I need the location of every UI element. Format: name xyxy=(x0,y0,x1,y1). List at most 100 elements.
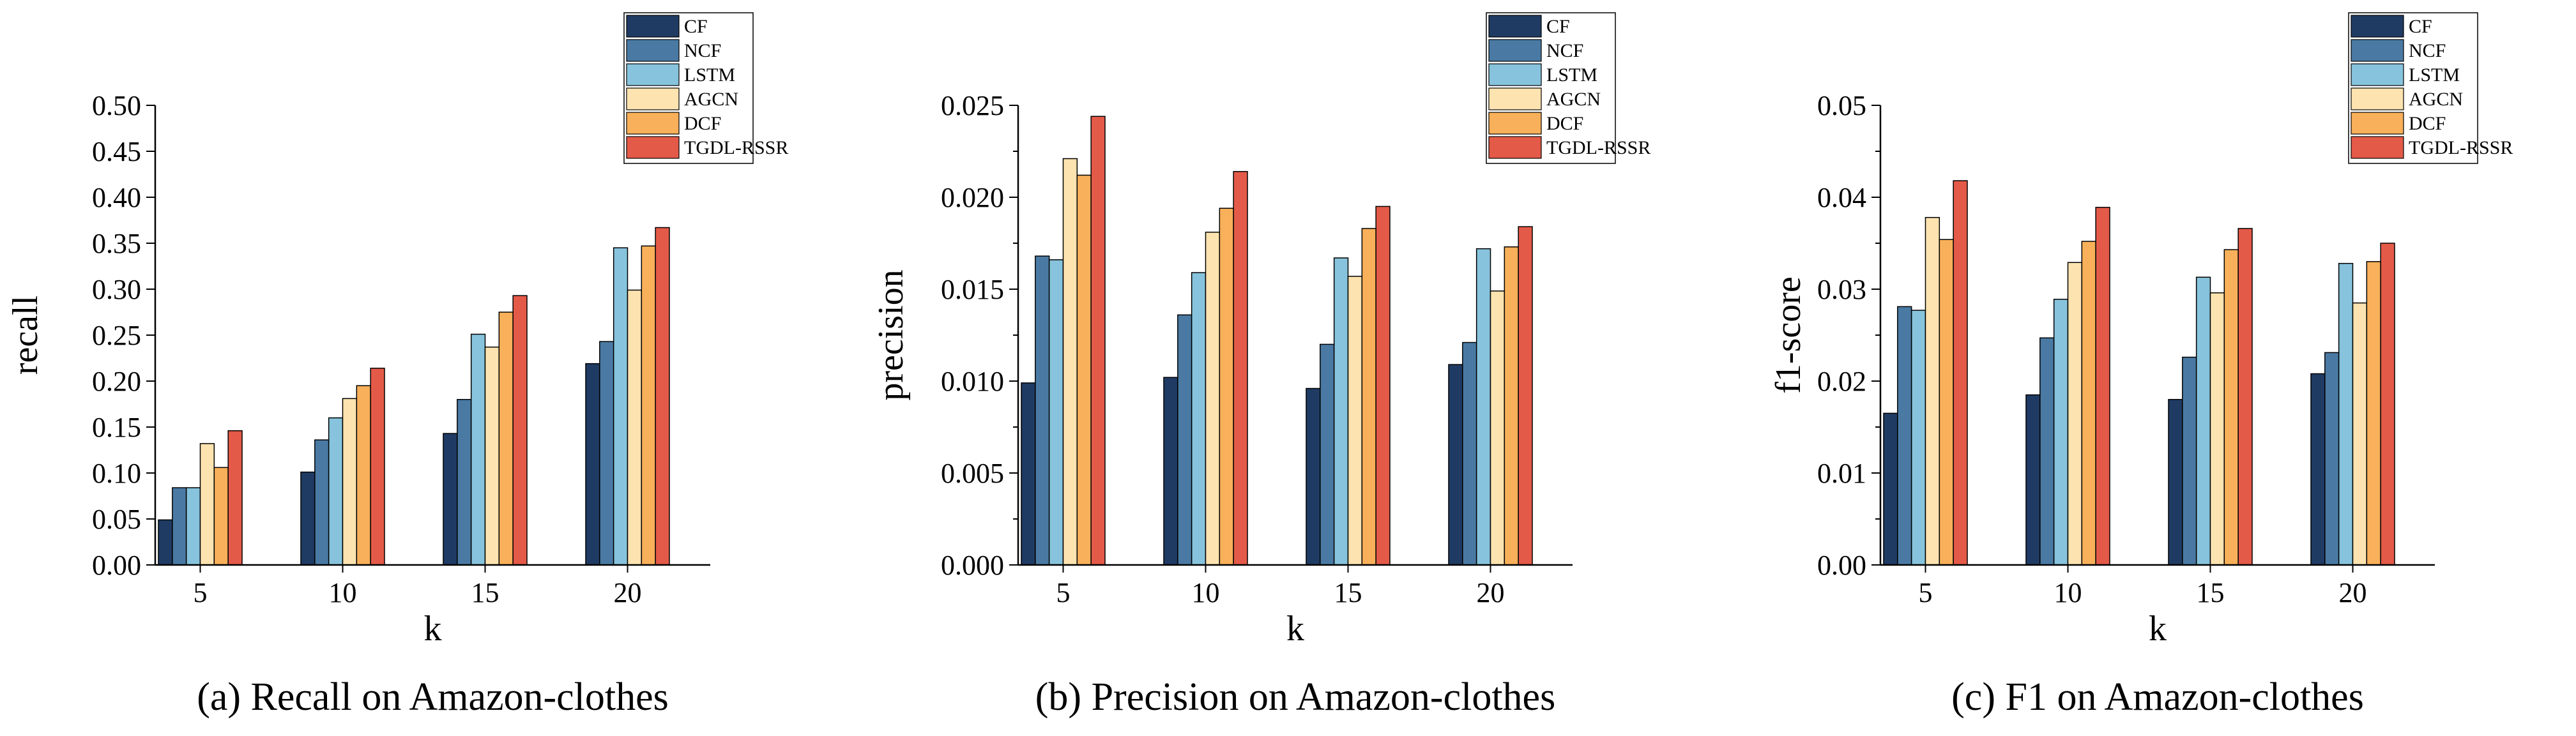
legend-label-cf: CF xyxy=(684,16,708,37)
y-tick-label: 0.000 xyxy=(941,550,1004,581)
y-tick-label: 0.50 xyxy=(92,90,141,121)
bar-ncf-k15 xyxy=(2182,356,2197,566)
caption: (c) F1 on Amazon-clothes xyxy=(1951,675,2364,719)
bar-agcn-k20 xyxy=(1490,290,1505,566)
legend-label-tgdl-rssr: TGDL-RSSR xyxy=(2409,137,2513,158)
bar-tgdl-rssr-k15 xyxy=(2237,228,2253,566)
legend-label-tgdl-rssr: TGDL-RSSR xyxy=(1546,137,1650,158)
bar-tgdl-rssr-k10 xyxy=(2095,207,2110,566)
legend-swatch-agcn xyxy=(2351,87,2404,110)
y-tick-label: 0.020 xyxy=(941,182,1004,213)
bar-cf-k15 xyxy=(2168,399,2183,566)
bar-tgdl-rssr-k20 xyxy=(1518,226,1533,566)
bar-dcf-k20 xyxy=(1504,246,1519,566)
bar-tgdl-rssr-k15 xyxy=(1375,206,1391,566)
bar-lstm-k20 xyxy=(2338,262,2354,566)
bar-lstm-k5 xyxy=(1048,259,1064,566)
bar-dcf-k15 xyxy=(2223,249,2239,566)
bar-ncf-k10 xyxy=(1177,314,1193,566)
bar-agcn-k20 xyxy=(2352,302,2368,566)
bar-dcf-k15 xyxy=(1361,228,1376,566)
bar-dcf-k20 xyxy=(641,245,656,566)
bar-dcf-k5 xyxy=(213,467,229,566)
bar-tgdl-rssr-k20 xyxy=(655,227,670,566)
bar-agcn-k20 xyxy=(627,289,643,566)
caption: (b) Precision on Amazon-clothes xyxy=(1035,675,1555,719)
bar-lstm-k10 xyxy=(1191,272,1207,566)
bar-lstm-k15 xyxy=(470,333,486,566)
bar-lstm-k15 xyxy=(1333,257,1349,566)
legend-label-agcn: AGCN xyxy=(1546,89,1601,110)
legend-label-agcn: AGCN xyxy=(684,89,738,110)
bar-cf-k5 xyxy=(158,519,173,566)
legend-label-ncf: NCF xyxy=(1546,40,1583,61)
bar-cf-k5 xyxy=(1021,382,1036,566)
legend-label-ncf: NCF xyxy=(684,40,721,61)
bar-lstm-k20 xyxy=(613,247,629,566)
bar-ncf-k15 xyxy=(457,399,472,566)
y-tick-label: 0.45 xyxy=(92,136,141,167)
x-axis-title: k xyxy=(1286,609,1304,649)
y-tick-label: 0.00 xyxy=(92,550,141,581)
bar-cf-k20 xyxy=(1448,364,1463,566)
x-tick-label: 5 xyxy=(194,577,208,608)
bar-cf-k5 xyxy=(1883,412,1898,566)
legend-swatch-ncf xyxy=(1488,39,1542,62)
y-tick-label: 0.05 xyxy=(1817,90,1866,121)
legend: CF NCF LSTM AGCN DCF TGDL-RSSR xyxy=(1486,12,1650,164)
chart-panel-1: 5 10 15 20 0.00 0.05 0.10 0.15 0.20 0.25 0.30 0.35 0… xyxy=(6,12,788,719)
y-tick-label: 0.15 xyxy=(92,412,141,443)
legend-label-cf: CF xyxy=(1546,16,1570,37)
legend-swatch-lstm xyxy=(1488,63,1542,86)
legend-swatch-cf xyxy=(1488,15,1542,38)
y-tick-label: 0.005 xyxy=(941,458,1004,489)
bar-cf-k15 xyxy=(443,433,458,566)
bar-ncf-k20 xyxy=(2324,352,2340,566)
legend-swatch-dcf xyxy=(626,112,680,135)
bar-cf-k10 xyxy=(300,471,316,566)
bar-ncf-k5 xyxy=(172,487,187,566)
x-tick-label: 10 xyxy=(1192,577,1220,608)
x-axis-title: k xyxy=(2149,609,2167,649)
bar-cf-k20 xyxy=(2310,373,2326,566)
bar-cf-k10 xyxy=(2025,394,2041,566)
legend-swatch-cf xyxy=(626,15,680,38)
bar-ncf-k15 xyxy=(1320,343,1335,566)
legend-swatch-dcf xyxy=(1488,112,1542,135)
legend-label-agcn: AGCN xyxy=(2409,89,2463,110)
legend-swatch-cf xyxy=(2351,15,2404,38)
bar-lstm-k5 xyxy=(1910,310,1926,566)
bar-lstm-k10 xyxy=(328,417,344,566)
bar-agcn-k15 xyxy=(1347,276,1363,566)
bar-ncf-k10 xyxy=(2039,337,2055,566)
bar-agcn-k15 xyxy=(2209,292,2225,566)
y-tick-label: 0.25 xyxy=(92,320,141,351)
bar-agcn-k15 xyxy=(484,346,500,566)
bar-agcn-k5 xyxy=(1062,158,1078,566)
bar-dcf-k5 xyxy=(1939,239,1954,566)
y-tick-label: 0.10 xyxy=(92,458,141,489)
legend: CF NCF LSTM AGCN DCF TGDL-RSSR xyxy=(2348,12,2513,164)
bar-tgdl-rssr-k20 xyxy=(2380,243,2395,566)
legend-label-dcf: DCF xyxy=(2409,113,2446,134)
bar-cf-k15 xyxy=(1306,387,1321,566)
y-tick-label: 0.20 xyxy=(92,366,141,397)
x-tick-label: 5 xyxy=(1056,577,1071,608)
bar-agcn-k5 xyxy=(199,443,215,566)
caption: (a) Recall on Amazon-clothes xyxy=(197,675,669,719)
y-tick-label: 0.05 xyxy=(92,504,141,535)
bar-tgdl-rssr-k10 xyxy=(370,368,385,566)
bar-dcf-k15 xyxy=(498,312,514,566)
bar-ncf-k20 xyxy=(599,341,614,566)
bar-tgdl-rssr-k5 xyxy=(227,430,243,566)
bar-lstm-k10 xyxy=(2053,299,2069,566)
x-tick-label: 5 xyxy=(1919,577,1933,608)
y-tick-label: 0.010 xyxy=(941,366,1004,397)
y-tick-label: 0.025 xyxy=(941,90,1004,121)
bar-cf-k20 xyxy=(585,363,600,566)
bar-tgdl-rssr-k5 xyxy=(1090,116,1106,566)
legend-label-tgdl-rssr: TGDL-RSSR xyxy=(684,137,788,158)
legend-label-dcf: DCF xyxy=(684,113,721,134)
legend-label-cf: CF xyxy=(2409,16,2432,37)
